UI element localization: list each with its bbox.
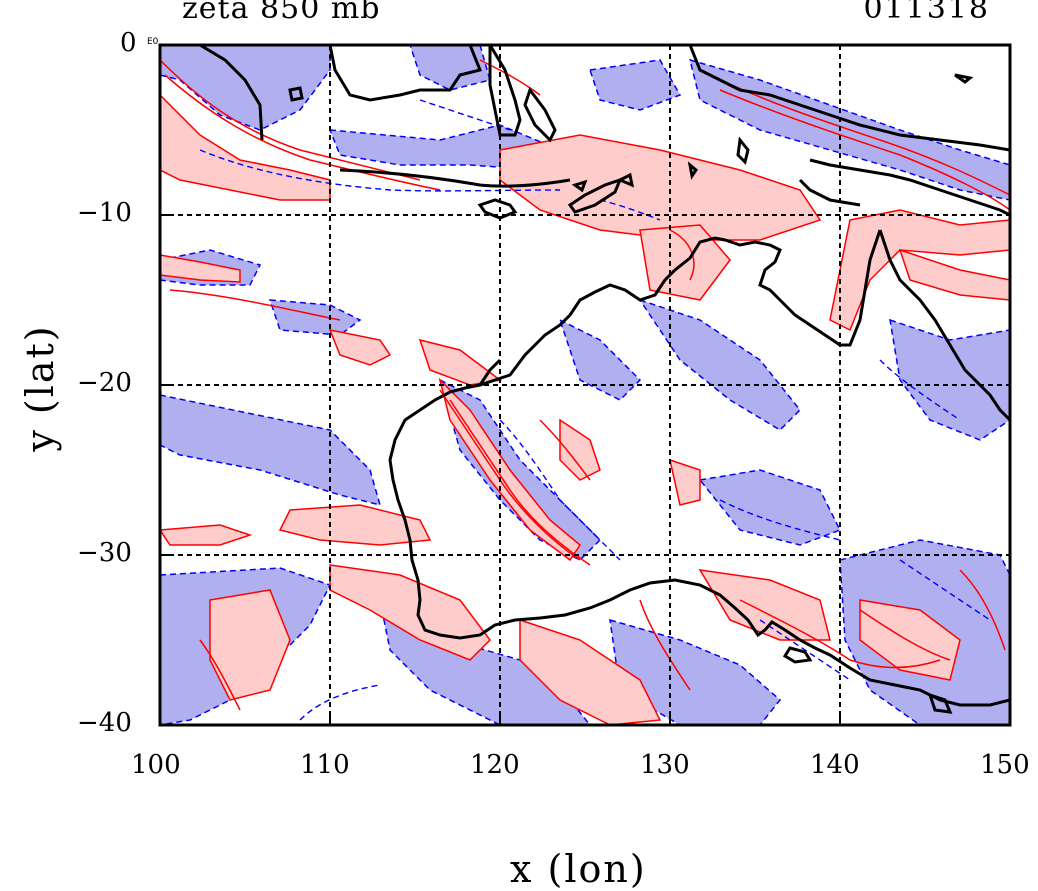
x-axis-label: x (lon) bbox=[510, 847, 647, 891]
x-tick-label: 130 bbox=[640, 750, 690, 780]
y-axis-label: y (lat) bbox=[18, 324, 62, 452]
map-timestamp: 011318 bbox=[863, 0, 990, 26]
grid-lines bbox=[160, 45, 1010, 725]
x-tick-label: 150 bbox=[980, 750, 1030, 780]
map-title: zeta 850 mb bbox=[182, 0, 381, 26]
positive-vorticity-areas bbox=[160, 93, 1010, 725]
x-tick-label: 100 bbox=[131, 750, 181, 780]
x-tick-label: 140 bbox=[810, 750, 860, 780]
tick-marks bbox=[159, 44, 1011, 726]
y-tick-label: −30 bbox=[77, 538, 132, 568]
y-tick-label: −20 bbox=[77, 368, 132, 398]
corner-mark: E0 bbox=[147, 37, 159, 47]
x-tick-label: 110 bbox=[300, 750, 350, 780]
x-tick-label: 120 bbox=[470, 750, 520, 780]
y-tick-label: −40 bbox=[77, 708, 132, 738]
positive-contours bbox=[160, 59, 1010, 711]
y-tick-label: 0 bbox=[120, 28, 137, 58]
y-tick-label: −10 bbox=[77, 198, 132, 228]
